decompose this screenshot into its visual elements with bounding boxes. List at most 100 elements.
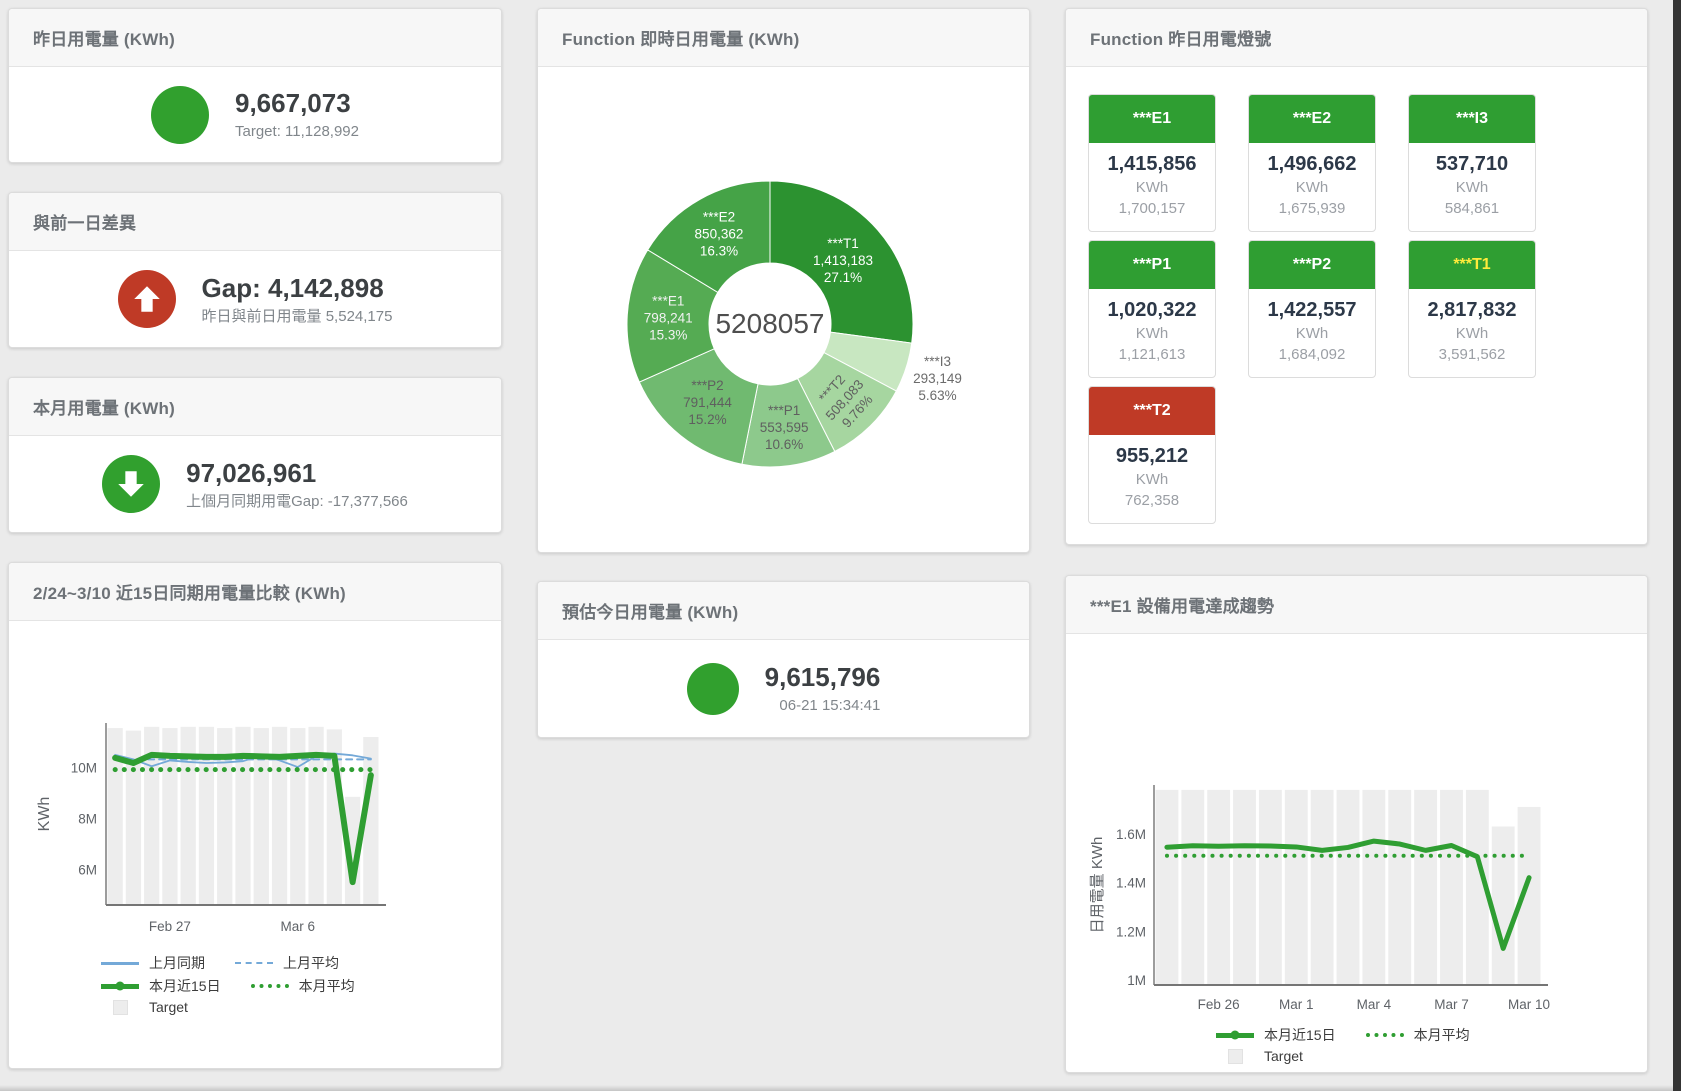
target-bar	[1284, 789, 1308, 985]
legend-item[interactable]: Target	[101, 999, 188, 1015]
legend-square-marker-icon	[101, 999, 139, 1015]
legend-square-marker-icon	[1216, 1048, 1254, 1064]
tile-target: 1,684,092	[1278, 346, 1346, 363]
x-tick-label: Mar 6	[281, 919, 316, 934]
lights-tile-grid: ***E1 1,415,856 KWh 1,700,157 ***E2 1,496,662…	[1066, 67, 1647, 524]
tile-body: 1,020,322 KWh 1,121,613	[1089, 289, 1215, 377]
day-gap-subtitle: 昨日與前日用電量 5,524,175	[201, 307, 393, 325]
card-compare-title: 2/24~3/10 近15日同期用電量比較 (KWh)	[33, 584, 346, 603]
month-value: 97,026,961	[186, 457, 317, 488]
tile-body: 955,212 KWh 762,358	[1089, 435, 1215, 523]
donut-slice-label: ***P2 791,444 15.2%	[683, 378, 732, 427]
target-bar	[1181, 789, 1205, 985]
target-bar	[144, 726, 160, 905]
light-tile-I3: ***I3 537,710 KWh 584,861	[1408, 94, 1536, 232]
target-bar	[125, 730, 142, 905]
day-gap-value: Gap: 4,142,898	[201, 272, 384, 303]
compare-chart-body: 6M 8M 10M KWh Feb 27 Mar 6 上月同期 上月平均 本月近15日 本月平均…	[9, 621, 501, 1068]
card-compare-chart: 2/24~3/10 近15日同期用電量比較 (KWh) 6M 8M 10M KWh Fe…	[8, 562, 502, 1069]
trend-chart-body: 1M 1.2M 1.4M 1.6M 日用電量 KWh Feb 26 Mar 1 Mar 4 Ma…	[1066, 634, 1647, 1072]
window-scrollbar[interactable]	[1673, 0, 1681, 1091]
legend-item[interactable]: 本月近15日	[1216, 1025, 1336, 1045]
target-bar	[107, 728, 123, 905]
card-day-gap-header: 與前一日差異	[9, 193, 501, 251]
legend-item[interactable]: 本月近15日	[101, 976, 221, 996]
tile-header: ***E2	[1249, 95, 1375, 143]
yesterday-stat: 9,667,073 Target: 11,128,992	[235, 88, 359, 141]
arrow-down-icon	[102, 455, 161, 513]
y-tick-label: 1.4M	[1116, 876, 1146, 891]
month-gap-subtitle: 上個月同期用電Gap: -17,377,566	[186, 492, 408, 510]
tile-value: 955,212	[1115, 445, 1189, 467]
tile-body: 1,422,557 KWh 1,684,092	[1249, 289, 1375, 377]
realtime-chart-body: ***T1 1,413,183 27.1% ***I3 293,149 5.63% ***T…	[538, 67, 1029, 555]
legend-row: Target	[101, 999, 355, 1015]
column-middle: Function 即時日用電量 (KWh) ***T1 1,413,183 27.1…	[537, 8, 1030, 738]
legend-label: 上月同期	[149, 955, 205, 971]
tile-target: 3,591,562	[1438, 346, 1506, 363]
tile-value: 2,817,832	[1427, 299, 1517, 321]
e1-trend-line-chart[interactable]: 1M 1.2M 1.4M 1.6M 日用電量 KWh Feb 26 Mar 1 Mar 4 Ma…	[1066, 779, 1626, 1017]
card-e1-trend: ***E1 設備用電達成趨勢 1M 1.2M 1.4M 1.6M 日用電量 KWh Feb…	[1065, 575, 1648, 1073]
compare-line-chart[interactable]: 6M 8M 10M KWh Feb 27 Mar 6	[9, 713, 489, 945]
column-right: Function 昨日用電燈號 ***E1 1,415,856 KWh 1,700,1…	[1065, 8, 1648, 1073]
target-bar	[1414, 789, 1438, 985]
target-bar	[198, 726, 215, 905]
legend-line-marker-icon	[101, 961, 139, 965]
green-status-circle-icon	[686, 662, 739, 715]
estimate-stat: 9,615,796 06-21 15:34:41	[765, 662, 881, 715]
y-tick-label: 1.6M	[1116, 827, 1146, 842]
realtime-donut-chart[interactable]: ***T1 1,413,183 27.1%***I3 293,149 5.63%***T…	[538, 67, 1031, 555]
light-tile-E2: ***E2 1,496,662 KWh 1,675,939	[1248, 94, 1376, 232]
target-bar	[308, 726, 324, 905]
target-bar	[1207, 789, 1231, 985]
card-estimate-title: 預估今日用電量 (KWh)	[562, 603, 739, 622]
target-bar	[271, 726, 288, 905]
tile-unit: KWh	[1135, 325, 1169, 342]
tile-value: 1,422,557	[1267, 299, 1357, 321]
donut-slice-P2[interactable]	[638, 348, 759, 465]
donut-slice-T1[interactable]	[769, 180, 914, 344]
target-bar	[253, 728, 269, 905]
x-tick-label: Mar 7	[1434, 997, 1469, 1012]
legend-row: 本月近15日 本月平均	[1216, 1025, 1470, 1045]
legend-item[interactable]: 上月平均	[235, 953, 339, 973]
light-tile-T1: ***T1 2,817,832 KWh 3,591,562	[1408, 240, 1536, 378]
legend-dotted-marker-icon	[1365, 1033, 1404, 1037]
legend-item[interactable]: 本月平均	[1365, 1025, 1470, 1045]
target-bar	[1258, 789, 1282, 985]
donut-slice-E2[interactable]	[647, 180, 771, 294]
x-tick-label: Feb 26	[1198, 997, 1240, 1012]
target-bar	[1362, 789, 1386, 985]
donut-center-total: 5208057	[715, 308, 824, 339]
legend-row: Target	[1216, 1048, 1470, 1064]
legend-item[interactable]: 本月平均	[250, 976, 355, 996]
card-estimate-header: 預估今日用電量 (KWh)	[538, 582, 1029, 640]
donut-slice-label: ***P1 553,595 10.6%	[760, 403, 809, 452]
tile-target: 1,675,939	[1278, 200, 1346, 217]
card-yesterday-usage: 昨日用電量 (KWh) 9,667,073 Target: 11,128,992	[8, 8, 502, 163]
arrow-up-icon	[117, 270, 176, 328]
tile-target: 1,700,157	[1118, 200, 1186, 217]
tile-body: 1,496,662 KWh 1,675,939	[1249, 143, 1375, 231]
tile-body: 2,817,832 KWh 3,591,562	[1409, 289, 1535, 377]
series-line	[112, 751, 374, 886]
tile-body: 537,710 KWh 584,861	[1409, 143, 1535, 231]
tile-header: ***P2	[1249, 241, 1375, 289]
compare-chart-legend: 上月同期 上月平均 本月近15日 本月平均 Target	[101, 953, 355, 1015]
card-month-usage: 本月用電量 (KWh) 97,026,961 上個月同期用電Gap: -17,3…	[8, 377, 502, 533]
y-tick-label: 1.2M	[1116, 924, 1146, 939]
legend-label: Target	[149, 999, 188, 1015]
legend-dashed-marker-icon	[235, 962, 273, 964]
card-day-gap-title: 與前一日差異	[33, 214, 137, 233]
card-trend-header: ***E1 設備用電達成趨勢	[1066, 576, 1647, 634]
card-yesterday-lights: Function 昨日用電燈號 ***E1 1,415,856 KWh 1,700,1…	[1065, 8, 1648, 545]
legend-item[interactable]: 上月同期	[101, 953, 205, 973]
bottom-edge-shadow	[0, 1085, 1673, 1091]
legend-item[interactable]: Target	[1216, 1048, 1303, 1064]
target-bar	[235, 726, 251, 905]
legend-label: Target	[1264, 1048, 1303, 1064]
y-tick-label: 8M	[78, 811, 97, 826]
card-yesterday-body: 9,667,073 Target: 11,128,992	[9, 67, 501, 162]
target-bar	[1336, 789, 1360, 985]
